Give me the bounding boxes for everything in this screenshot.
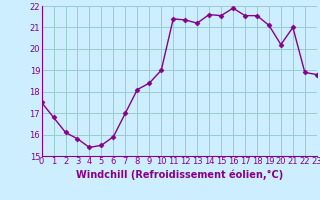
X-axis label: Windchill (Refroidissement éolien,°C): Windchill (Refroidissement éolien,°C) (76, 169, 283, 180)
